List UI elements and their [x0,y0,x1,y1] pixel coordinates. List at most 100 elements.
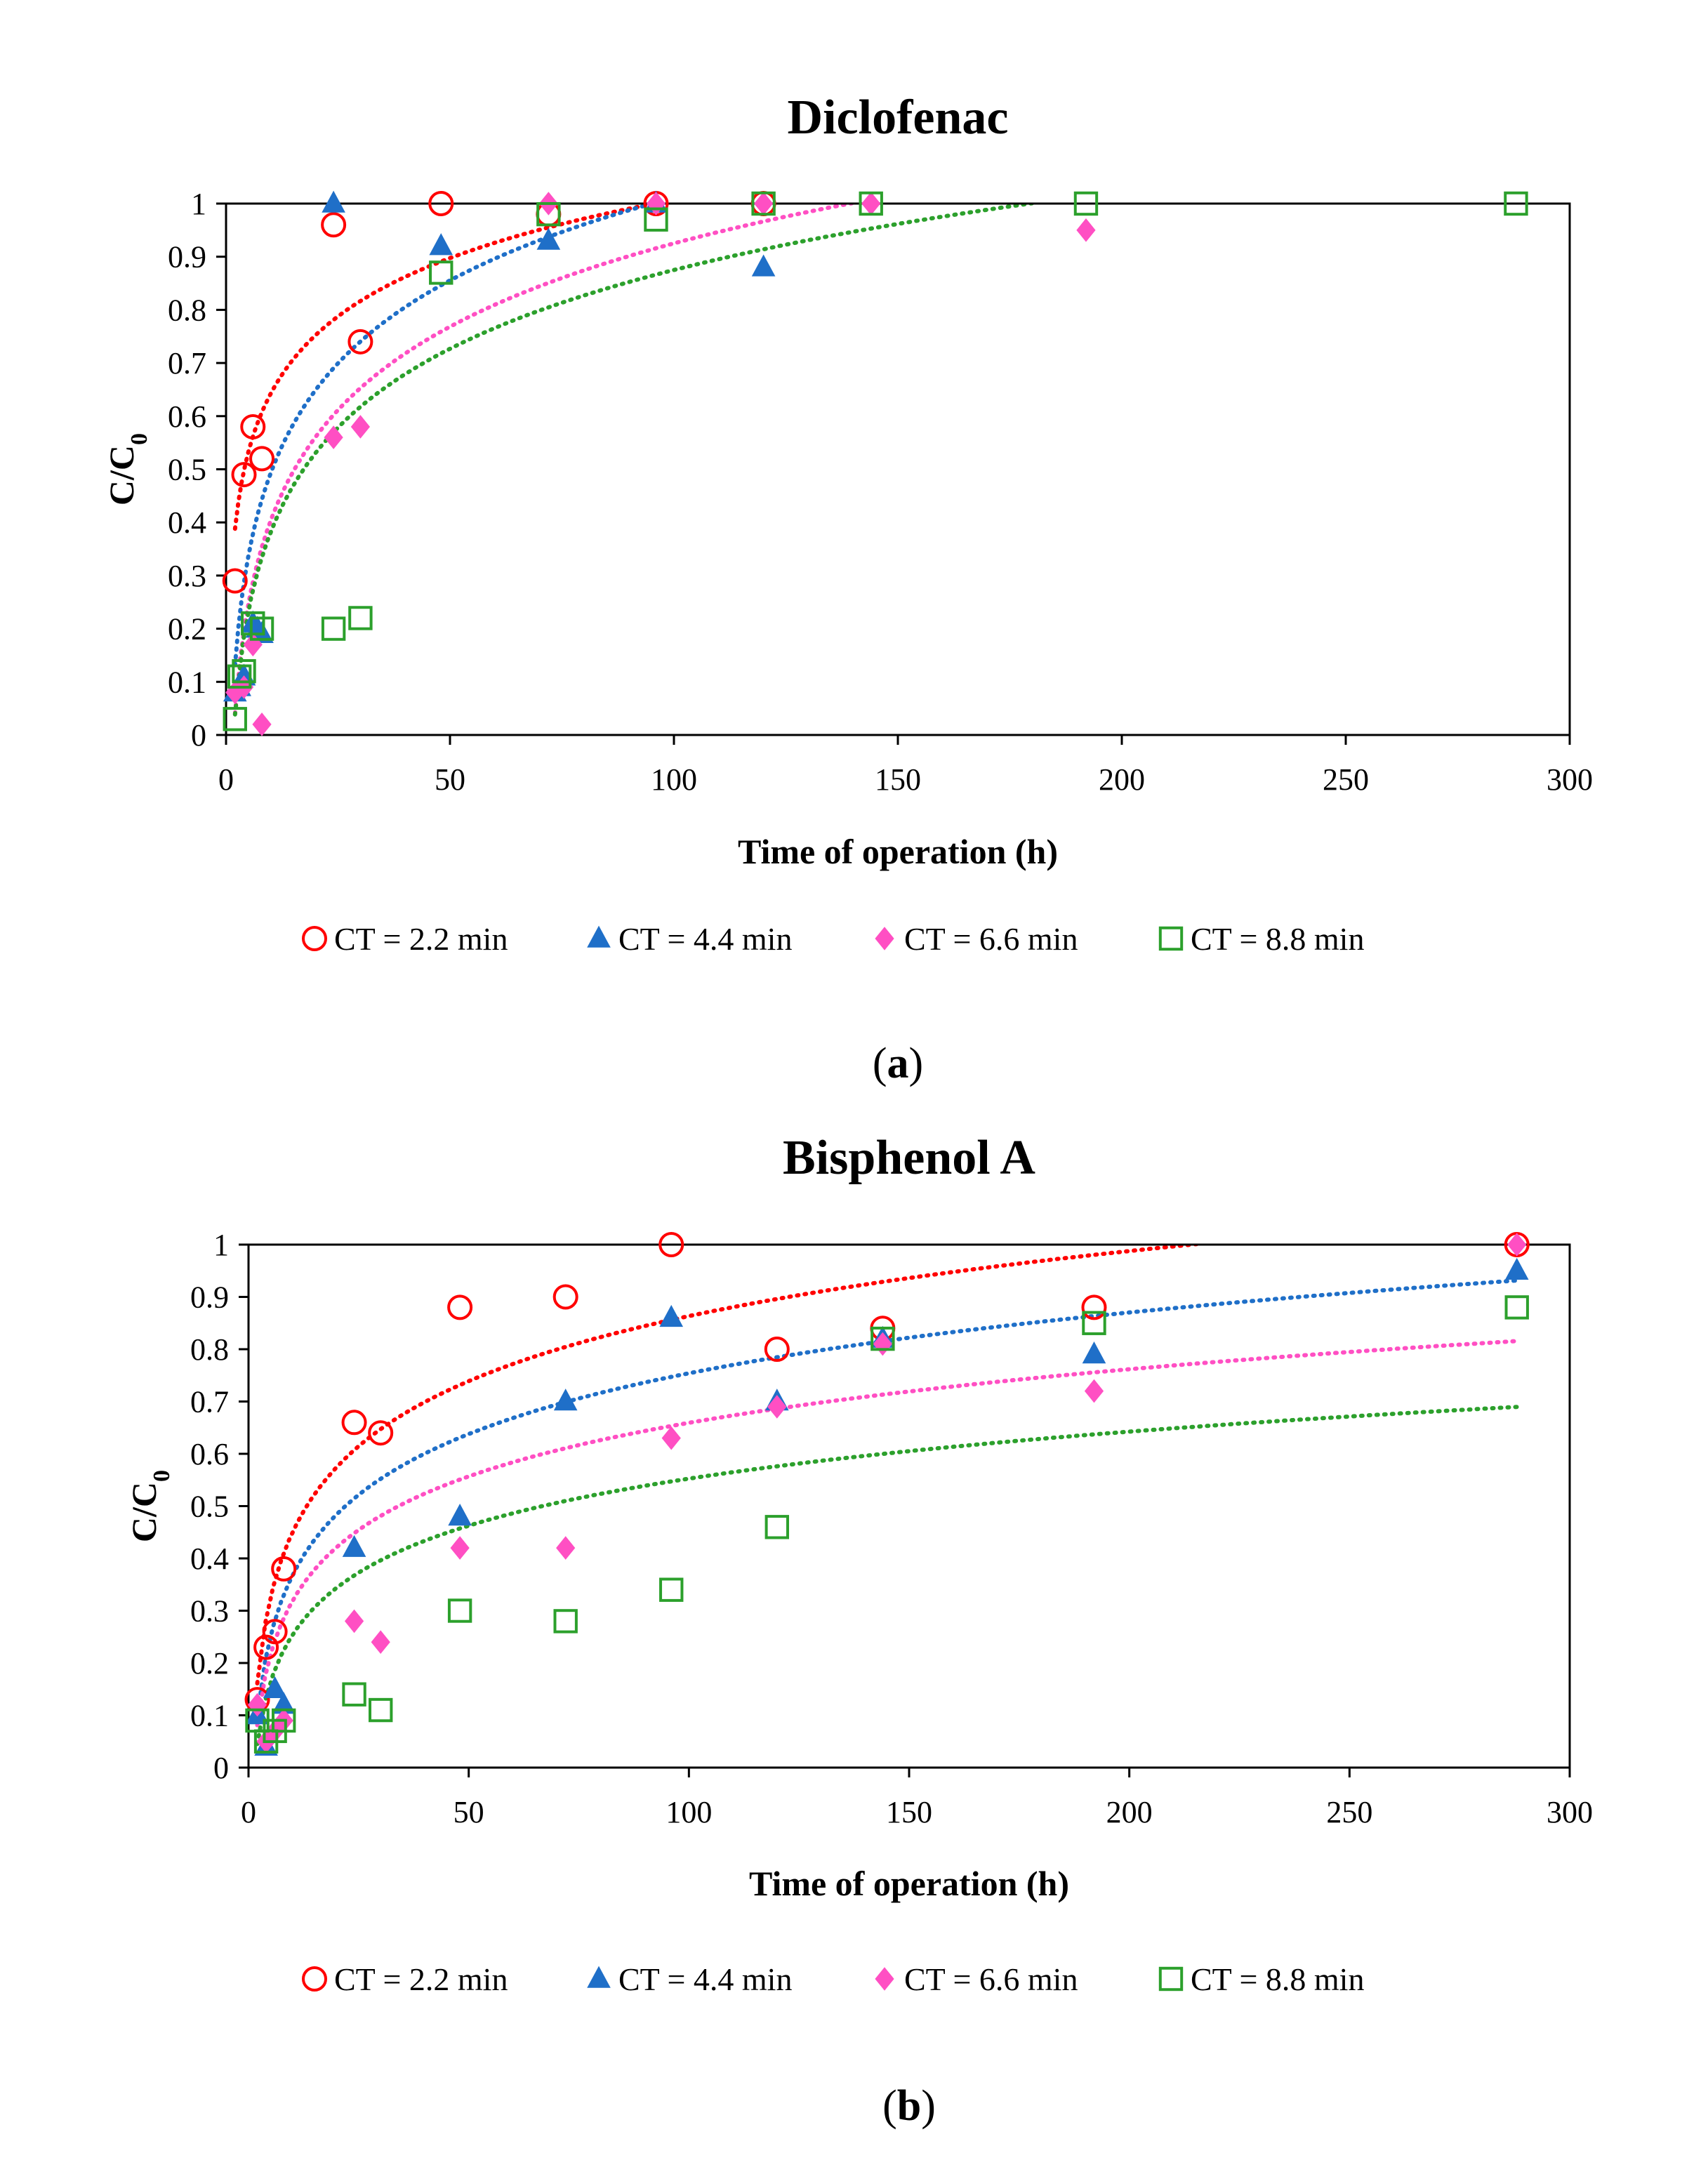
data-point [249,616,274,641]
trendline-series-4 [255,1405,1519,1747]
data-point [553,1609,578,1634]
data-point [1504,1295,1529,1320]
data-point [658,1232,684,1257]
trendlines [255,1245,1519,1747]
series-2-points [245,1257,1529,1756]
y-tick-label: 0.7 [190,1385,229,1419]
x-axis-label: Time of operation (h) [749,1864,1069,1903]
y-axis-label-subscript: 0 [126,433,152,445]
data-point [644,207,668,232]
data-point [1073,191,1099,216]
legend-label: CT = 4.4 min [618,1961,792,1997]
data-point [767,1395,787,1419]
x-tick-label: 150 [875,762,921,797]
data-point [536,201,561,227]
data-point [227,664,252,689]
x-tick-label: 0 [218,762,234,797]
data-point [350,415,370,439]
data-point [321,616,346,641]
data-point [347,329,373,355]
series-4-points [223,191,1528,731]
trendline-series-1 [232,204,666,531]
legend-label: CT = 6.6 min [904,1961,1078,1997]
data-point [861,192,881,216]
data-point [553,1389,578,1411]
y-tick-label: 0.5 [168,453,206,487]
legend-label: CT = 8.8 min [1191,1961,1364,1997]
x-tick-label: 200 [1106,1795,1153,1829]
data-point [263,1676,287,1699]
data-point [232,658,256,684]
chart-panel-bisphenol-a: Bisphenol A 0 0.1 0.2 0.3 0.4 0.5 0.6 0.7 0.8 0.9 1… [124,1131,1593,2130]
y-tick-label: 0.3 [190,1594,229,1629]
data-point [231,462,257,488]
y-tick-label: 0.7 [168,346,206,380]
y-tick-label: 0.4 [168,505,206,540]
legend-marker [587,1966,611,1988]
chart-title: Diclofenac [788,91,1009,145]
data-point [859,191,883,216]
data-point [249,446,275,472]
data-point [369,1697,393,1723]
y-tick-label: 0 [191,718,206,753]
x-tick-label: 150 [886,1795,932,1829]
y-tick-label: 0.2 [190,1646,229,1681]
plot-frame [247,1243,1571,1769]
legend-marker [587,925,611,948]
legend-marker [875,927,894,950]
y-tick-label: 1 [213,1228,229,1262]
y-tick-label: 0.8 [168,293,206,327]
legend: CT = 2.2 min CT = 4.4 min CT = 6.6 min CT =… [302,1961,1364,1997]
data-point [1082,1341,1106,1364]
series-2-points [223,190,776,702]
trendlines [232,204,1045,717]
x-tick-label: 250 [1326,1795,1372,1829]
series-1-points [244,1232,1530,1713]
data-point [1076,218,1096,242]
data-point [1082,1311,1106,1335]
data-point [428,191,454,216]
trendline-series-2 [255,1278,1519,1718]
data-point [552,1284,578,1310]
x-tick-label: 300 [1547,1795,1593,1829]
data-point [764,1337,790,1362]
data-point [870,1326,895,1351]
x-tick-label: 100 [651,762,697,797]
data-point [324,425,343,449]
data-point [348,606,373,630]
data-point [1081,1294,1107,1320]
data-point [764,1515,789,1539]
data-point [536,227,561,250]
legend-label: CT = 2.2 min [334,921,508,957]
data-point [222,568,248,594]
data-point [371,1630,390,1654]
trendline-series-4 [232,204,1045,717]
x-axis-label: Time of operation (h) [738,832,1058,871]
legend-label: CT = 8.8 min [1191,921,1364,957]
y-tick-label: 0.1 [190,1699,229,1733]
legend-marker [302,1966,327,1992]
data-point [344,1609,364,1634]
x-tick-label: 300 [1547,762,1593,797]
y-axis-label: C/C0 [102,433,152,505]
chart-title: Bisphenol A [783,1131,1035,1185]
data-point [342,1535,366,1557]
data-point [1507,1233,1527,1257]
data-point [241,611,265,636]
data-point [223,707,247,731]
series-4-points [245,1295,1529,1754]
data-point [272,1692,296,1714]
legend-label: CT = 6.6 min [904,921,1078,957]
y-axis-label: C/C0 [124,1470,175,1542]
plot-frame [225,202,1571,736]
data-point [341,1410,367,1436]
y-tick-label: 0.5 [190,1490,229,1524]
data-point [271,1556,297,1582]
x-tick-label: 100 [666,1795,712,1829]
series-1-points [222,191,776,594]
data-point [447,1598,472,1623]
x-tick-label: 200 [1099,762,1145,797]
data-point [1504,191,1528,216]
trendline-series-2 [232,204,661,668]
